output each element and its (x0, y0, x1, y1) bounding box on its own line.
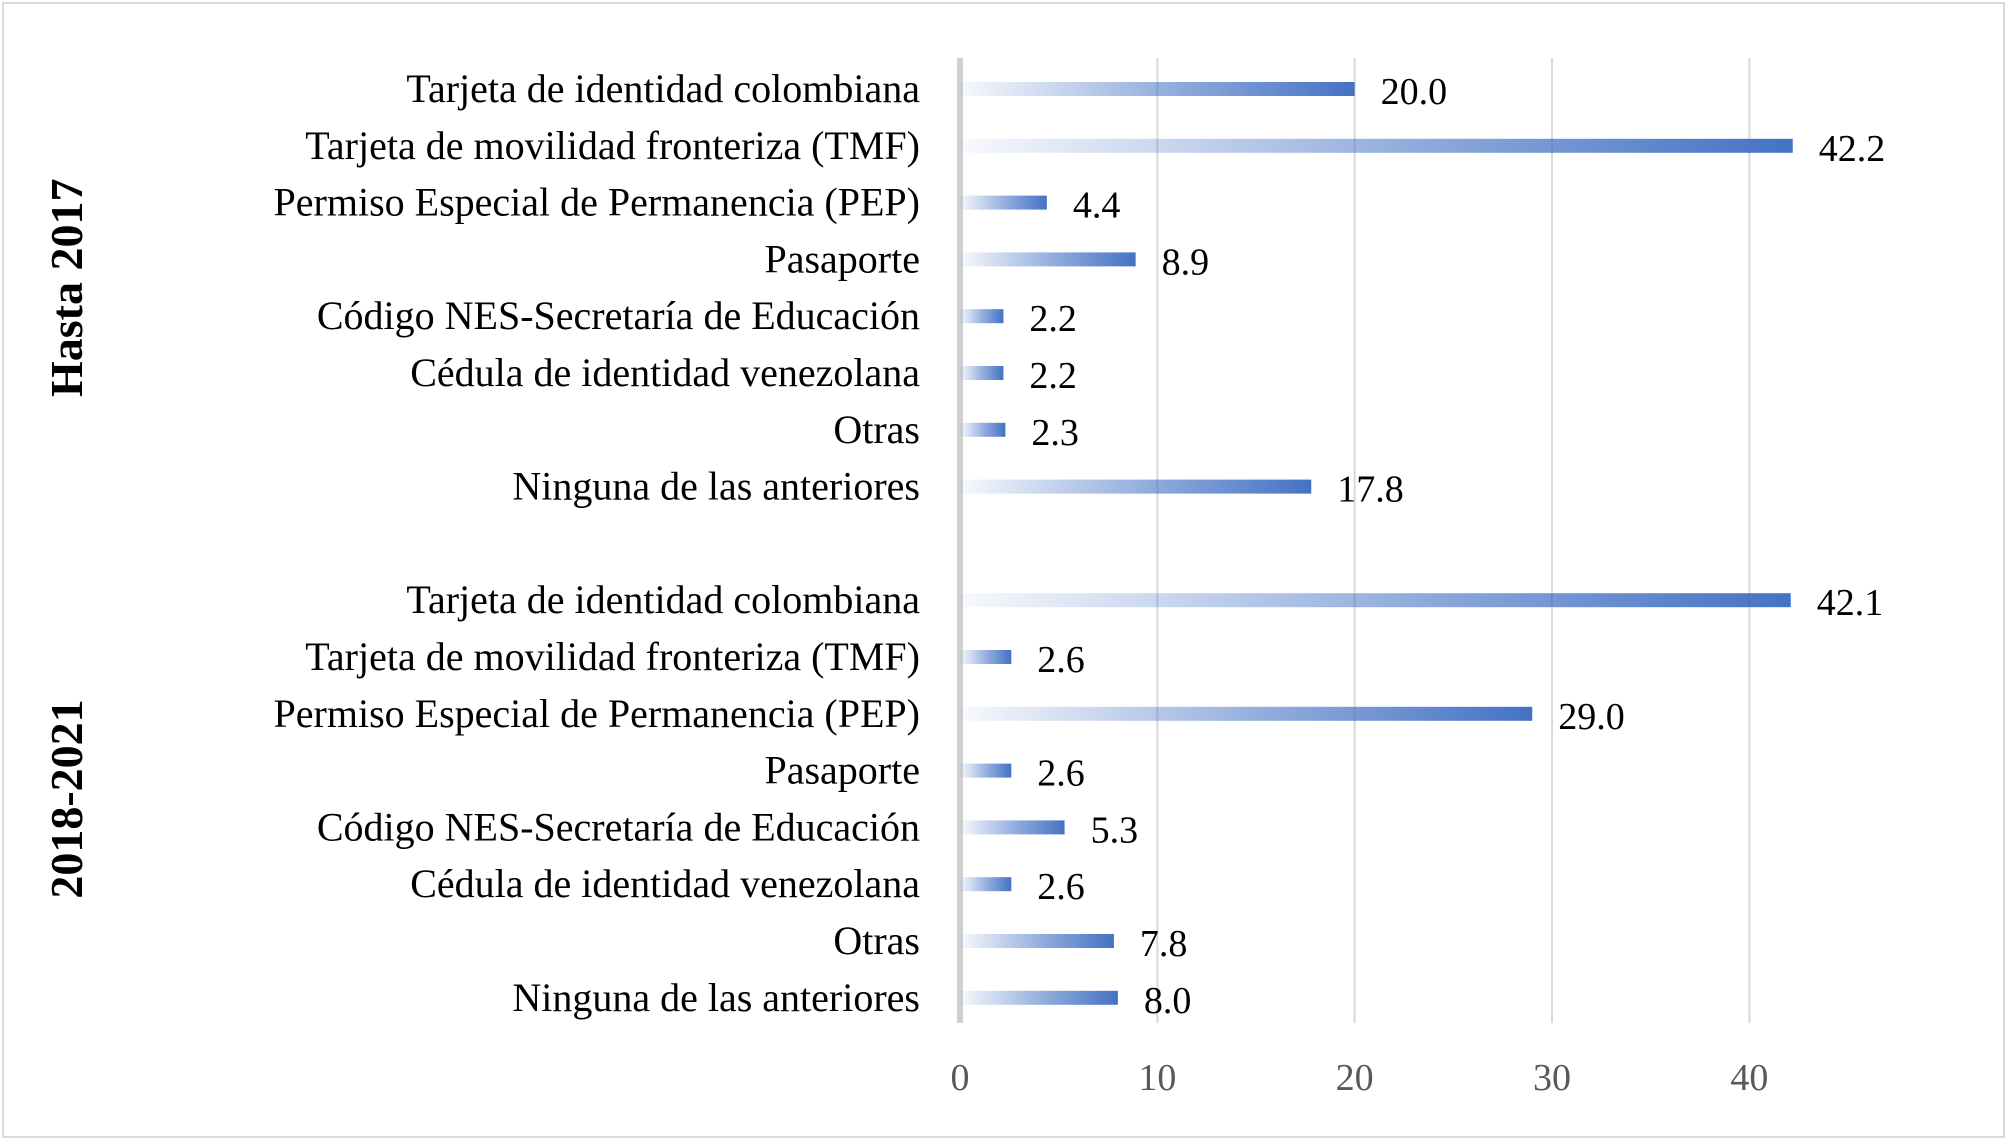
data-label: 2.6 (1037, 639, 1085, 681)
bar (960, 138, 1793, 153)
category-label: Otras (833, 918, 920, 963)
data-label: 20.0 (1381, 71, 1448, 113)
bar (960, 479, 1312, 494)
data-label: 42.1 (1817, 582, 1884, 624)
category-label: Permiso Especial de Permanencia (PEP) (274, 691, 920, 736)
data-label: 2.6 (1037, 866, 1085, 908)
category-label: Otras (833, 407, 920, 452)
gridlines (957, 58, 1751, 1023)
group-label: Hasta 2017 (41, 179, 92, 398)
category-label: Cédula de identidad venezolana (410, 350, 920, 395)
bar (960, 82, 1355, 96)
bar (960, 309, 1004, 324)
category-label: Cédula de identidad venezolana (410, 861, 920, 906)
data-label: 2.6 (1037, 753, 1085, 795)
bar (960, 195, 1047, 210)
x-tick-label: 10 (1138, 1057, 1176, 1099)
group-label: 2018-2021 (41, 699, 92, 898)
data-label: 2.2 (1029, 298, 1077, 340)
category-label: Código NES-Secretaría de Educación (317, 293, 920, 338)
x-tick-label: 40 (1730, 1057, 1768, 1099)
bar (960, 252, 1136, 267)
category-label: Ninguna de las anteriores (512, 975, 920, 1020)
category-label: Tarjeta de movilidad fronteriza (TMF) (305, 634, 920, 679)
data-label: 4.4 (1073, 185, 1121, 227)
bar (960, 650, 1012, 664)
bar (960, 820, 1065, 835)
data-label: 2.3 (1031, 412, 1079, 454)
bars (960, 82, 1793, 1005)
x-tick-label: 0 (951, 1057, 970, 1099)
bar (960, 706, 1533, 721)
bar (960, 366, 1004, 380)
category-label: Código NES-Secretaría de Educación (317, 804, 920, 849)
category-label: Tarjeta de identidad colombiana (406, 66, 920, 111)
bar (960, 763, 1012, 778)
x-tick-label: 20 (1336, 1057, 1374, 1099)
data-label: 8.9 (1162, 241, 1210, 283)
category-label: Ninguna de las anteriores (512, 464, 920, 509)
data-label: 5.3 (1091, 809, 1139, 851)
data-label: 17.8 (1337, 469, 1404, 511)
data-label: 8.0 (1144, 980, 1192, 1022)
bar (960, 877, 1012, 892)
data-label: 2.2 (1029, 355, 1077, 397)
category-label: Pasaporte (764, 748, 920, 793)
data-label: 7.8 (1140, 923, 1188, 965)
category-label: Tarjeta de movilidad fronteriza (TMF) (305, 123, 920, 168)
bar (960, 990, 1118, 1005)
bar (960, 934, 1114, 948)
category-label: Pasaporte (764, 236, 920, 281)
bar (960, 593, 1791, 608)
category-label: Tarjeta de identidad colombiana (406, 577, 920, 622)
labels: 0 10 20 30 40 Tarjeta de identidad colombiana… (41, 66, 1885, 1099)
category-label: Permiso Especial de Permanencia (PEP) (274, 180, 920, 225)
bar (960, 422, 1006, 437)
data-label: 29.0 (1558, 696, 1625, 738)
x-tick-label: 30 (1533, 1057, 1571, 1099)
data-label: 42.2 (1819, 128, 1886, 170)
